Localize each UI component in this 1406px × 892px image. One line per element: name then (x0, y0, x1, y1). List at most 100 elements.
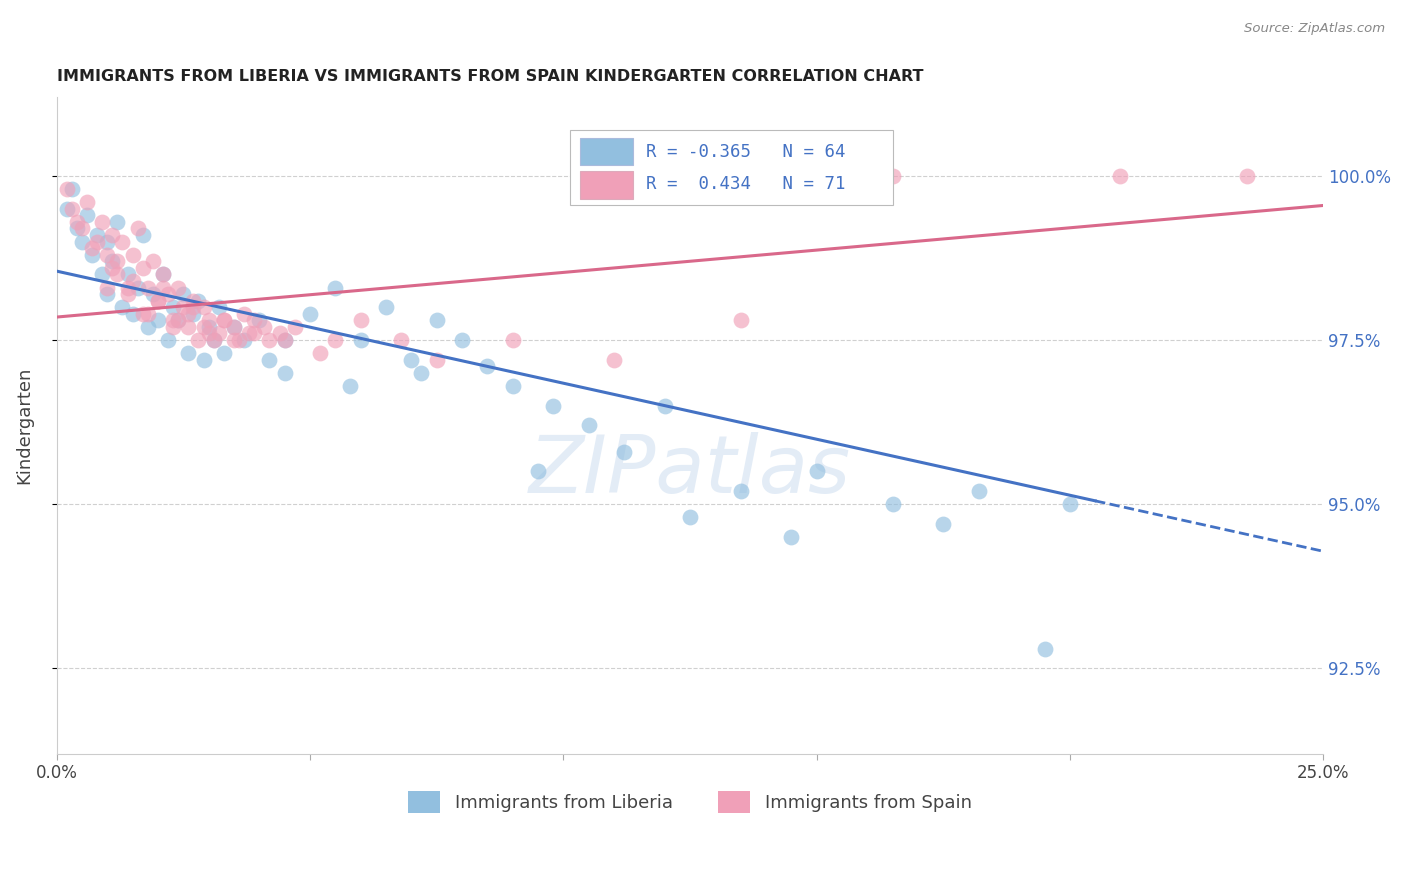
Point (96, 280, 118, 294)
Text: R = -0.365   N = 64: R = -0.365 N = 64 (645, 143, 845, 161)
Point (193, 300, 215, 314)
Point (136, 307, 159, 321)
Point (167, 280, 190, 294)
Point (339, 379, 361, 393)
Point (208, 326, 231, 341)
Point (172, 300, 194, 314)
Point (121, 274, 143, 288)
Point (183, 300, 205, 314)
Point (70, 221, 93, 235)
Point (243, 313, 266, 327)
FancyBboxPatch shape (569, 130, 893, 205)
Point (132, 307, 155, 321)
Point (882, 169, 904, 183)
Point (967, 483, 990, 498)
Point (212, 313, 235, 327)
Point (323, 333, 346, 347)
Point (107, 268, 129, 282)
Point (172, 287, 194, 301)
Point (60, 182, 83, 196)
Point (451, 333, 474, 347)
Point (167, 313, 190, 327)
Point (273, 333, 295, 347)
Point (603, 352, 626, 367)
Point (146, 293, 169, 308)
Point (222, 319, 245, 334)
Point (66, 215, 89, 229)
Point (233, 333, 256, 347)
FancyBboxPatch shape (579, 138, 633, 165)
Point (882, 497, 904, 511)
Point (142, 254, 165, 268)
Text: IMMIGRANTS FROM LIBERIA VS IMMIGRANTS FROM SPAIN KINDERGARTEN CORRELATION CHART: IMMIGRANTS FROM LIBERIA VS IMMIGRANTS FR… (56, 69, 924, 84)
Point (284, 319, 307, 334)
Point (187, 293, 209, 308)
Point (136, 319, 159, 334)
Point (60, 202, 83, 216)
Point (101, 254, 124, 268)
Point (238, 326, 260, 341)
Point (259, 352, 281, 367)
Point (228, 333, 250, 347)
Point (146, 293, 169, 308)
Point (111, 235, 134, 249)
Point (247, 313, 270, 327)
Point (146, 313, 169, 327)
Point (76, 195, 98, 210)
Point (541, 399, 564, 413)
Point (132, 260, 155, 275)
Point (208, 300, 231, 314)
Point (167, 313, 190, 327)
Point (121, 248, 143, 262)
Point (502, 333, 524, 347)
Point (349, 313, 371, 327)
Point (273, 366, 295, 380)
Point (202, 333, 225, 347)
Point (127, 280, 149, 294)
Point (76, 208, 98, 222)
Point (117, 287, 139, 301)
Point (55, 182, 77, 196)
Point (136, 280, 159, 294)
Point (80, 248, 103, 262)
Point (157, 333, 180, 347)
Point (222, 333, 245, 347)
Point (96, 287, 118, 301)
Point (243, 326, 266, 341)
Point (273, 333, 295, 347)
Point (127, 221, 149, 235)
Point (259, 333, 281, 347)
Point (613, 444, 636, 458)
Y-axis label: Kindergarten: Kindergarten (15, 367, 32, 484)
Point (374, 300, 396, 314)
Point (183, 307, 205, 321)
Point (70, 235, 93, 249)
Point (212, 346, 235, 360)
Legend: Immigrants from Liberia, Immigrants from Spain: Immigrants from Liberia, Immigrants from… (401, 783, 979, 820)
Point (399, 352, 422, 367)
Point (177, 346, 200, 360)
Point (162, 313, 184, 327)
Point (477, 359, 499, 374)
Point (233, 307, 256, 321)
Point (1033, 641, 1056, 656)
Point (101, 260, 124, 275)
Point (187, 333, 209, 347)
Point (197, 326, 219, 341)
Point (411, 366, 433, 380)
Point (177, 307, 200, 321)
Point (86, 235, 108, 249)
Point (1109, 169, 1132, 183)
Point (780, 530, 803, 544)
Point (730, 313, 752, 327)
Point (197, 319, 219, 334)
Point (152, 268, 174, 282)
Point (91, 215, 114, 229)
Point (212, 313, 235, 327)
Point (298, 307, 321, 321)
Point (806, 464, 828, 478)
Point (162, 300, 184, 314)
Text: Source: ZipAtlas.com: Source: ZipAtlas.com (1244, 22, 1385, 36)
Point (349, 333, 371, 347)
Point (101, 227, 124, 242)
